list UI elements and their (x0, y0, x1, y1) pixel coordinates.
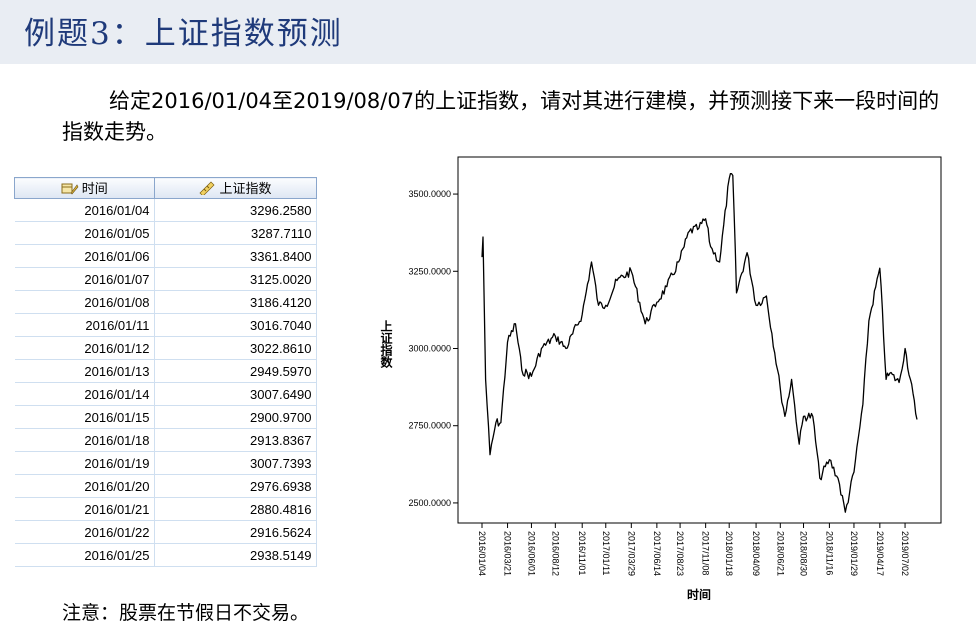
cell-index-value[interactable]: 3007.6490 (154, 382, 317, 407)
cell-index-value[interactable]: 2976.6938 (154, 474, 317, 499)
x-tick-label: 2018/11/16 (824, 531, 834, 575)
x-tick-label: 2017/01/11 (601, 531, 611, 575)
y-axis-label-text: 上证指数 (379, 319, 393, 369)
cell-date[interactable]: 2016/01/22 (14, 520, 155, 545)
scale-variable-icon (198, 181, 216, 198)
cell-date[interactable]: 2016/01/12 (14, 336, 155, 361)
y-tick-label: 2750.0000 (408, 421, 451, 431)
column-label-index: 上证指数 (219, 181, 272, 196)
cell-index-value[interactable]: 2949.5970 (154, 359, 317, 384)
plot-frame (457, 156, 942, 524)
cell-index-value[interactable]: 3361.8400 (154, 244, 317, 269)
x-tick-label: 2016/11/01 (577, 531, 587, 575)
index-line-chart: 2500.0000 2750.0000 3000.0000 3250.0000 3500… (379, 156, 942, 600)
cell-date[interactable]: 2016/01/19 (14, 451, 155, 476)
x-tick-label: 2018/01/18 (724, 531, 734, 576)
table-row[interactable]: 2016/01/05 3287.7110 (14, 221, 317, 246)
cell-date[interactable]: 2016/01/11 (14, 313, 155, 338)
x-tick-label: 2018/04/09 (751, 531, 761, 576)
cell-date[interactable]: 2016/01/08 (14, 290, 155, 315)
problem-text: 给定2016/01/04至2019/08/07的上证指数，请对其进行建模，并预测… (62, 89, 940, 144)
cell-date[interactable]: 2016/01/07 (14, 267, 155, 292)
x-tick-label: 2016/08/12 (550, 531, 560, 576)
table-row[interactable]: 2016/01/12 3022.8610 (14, 336, 317, 361)
cell-date[interactable]: 2016/01/05 (14, 221, 155, 246)
cell-index-value[interactable]: 3007.7393 (154, 451, 317, 476)
y-tick-label: 3250.0000 (408, 266, 451, 276)
table-row[interactable]: 2016/01/06 3361.8400 (14, 244, 317, 269)
x-tick-label: 2019/04/17 (875, 531, 885, 576)
table-row[interactable]: 2016/01/19 3007.7393 (14, 451, 317, 476)
y-tick-label: 3500.0000 (408, 189, 451, 199)
x-tick-label: 2017/06/14 (652, 531, 662, 576)
table-row[interactable]: 2016/01/22 2916.5624 (14, 520, 317, 545)
y-axis-label: 上证指数 (379, 319, 393, 369)
cell-date[interactable]: 2016/01/15 (14, 405, 155, 430)
y-tick-label: 2500.0000 (408, 498, 451, 508)
index-series-line (481, 173, 918, 513)
cell-index-value[interactable]: 2916.5624 (154, 520, 317, 545)
table-row[interactable]: 2016/01/14 3007.6490 (14, 382, 317, 407)
x-tick-label: 2016/01/04 (477, 531, 487, 576)
table-row[interactable]: 2016/01/04 3296.2580 (14, 198, 317, 223)
cell-date[interactable]: 2016/01/21 (14, 497, 155, 522)
column-label-time: 时间 (81, 181, 108, 196)
x-axis: 2016/01/04 2016/03/21 2016/06/01 2016/08/12… (477, 523, 910, 576)
data-table: 时间 上证指数 2016/01/04 3296.2580 2016/01/05 328… (14, 176, 317, 568)
cell-index-value[interactable]: 3296.2580 (154, 198, 317, 223)
table-row[interactable]: 2016/01/18 2913.8367 (14, 428, 317, 453)
x-tick-label: 2019/01/29 (849, 531, 859, 576)
x-axis-label: 时间 (687, 587, 711, 600)
title-bar (0, 0, 976, 64)
cell-index-value[interactable]: 2880.4816 (154, 497, 317, 522)
cell-index-value[interactable]: 3287.7110 (154, 221, 317, 246)
column-header-index[interactable]: 上证指数 (153, 176, 317, 200)
x-tick-label: 2017/08/23 (675, 531, 685, 576)
cell-date[interactable]: 2016/01/25 (14, 543, 155, 568)
x-tick-label: 2018/06/21 (775, 531, 785, 576)
cell-index-value[interactable]: 2900.9700 (154, 405, 317, 430)
cell-date[interactable]: 2016/01/13 (14, 359, 155, 384)
x-tick-label: 2018/08/30 (799, 531, 809, 576)
problem-statement: 给定2016/01/04至2019/08/07的上证指数，请对其进行建模，并预测… (62, 86, 952, 148)
cell-date[interactable]: 2016/01/04 (14, 198, 155, 223)
slide-title: 例题3：上证指数预测 (24, 16, 343, 52)
table-header-row: 时间 上证指数 (14, 176, 317, 200)
cell-index-value[interactable]: 3186.4120 (154, 290, 317, 315)
cell-index-value[interactable]: 2938.5149 (154, 543, 317, 568)
cell-index-value[interactable]: 3016.7040 (154, 313, 317, 338)
table-row[interactable]: 2016/01/11 3016.7040 (14, 313, 317, 338)
cell-date[interactable]: 2016/01/14 (14, 382, 155, 407)
x-tick-label: 2019/07/02 (900, 531, 910, 576)
date-variable-icon (61, 181, 79, 198)
table-row[interactable]: 2016/01/13 2949.5970 (14, 359, 317, 384)
table-row[interactable]: 2016/01/20 2976.6938 (14, 474, 317, 499)
cell-index-value[interactable]: 2913.8367 (154, 428, 317, 453)
x-tick-label: 2017/03/29 (626, 531, 636, 576)
footnote: 注意：股票在节假日不交易。 (62, 602, 310, 624)
table-row[interactable]: 2016/01/07 3125.0020 (14, 267, 317, 292)
y-tick-label: 3000.0000 (408, 343, 451, 353)
x-tick-label: 2017/11/08 (701, 531, 711, 575)
cell-date[interactable]: 2016/01/18 (14, 428, 155, 453)
x-tick-label: 2016/06/01 (526, 531, 536, 576)
cell-index-value[interactable]: 3125.0020 (154, 267, 317, 292)
x-tick-label: 2016/03/21 (503, 531, 513, 576)
table-row[interactable]: 2016/01/15 2900.9700 (14, 405, 317, 430)
cell-index-value[interactable]: 3022.8610 (154, 336, 317, 361)
cell-date[interactable]: 2016/01/06 (14, 244, 155, 269)
table-row[interactable]: 2016/01/21 2880.4816 (14, 497, 317, 522)
column-header-time[interactable]: 时间 (14, 176, 155, 200)
y-axis: 2500.0000 2750.0000 3000.0000 3250.0000 3500… (408, 189, 458, 508)
cell-date[interactable]: 2016/01/20 (14, 474, 155, 499)
table-row[interactable]: 2016/01/08 3186.4120 (14, 290, 317, 315)
table-row[interactable]: 2016/01/25 2938.5149 (14, 543, 317, 568)
